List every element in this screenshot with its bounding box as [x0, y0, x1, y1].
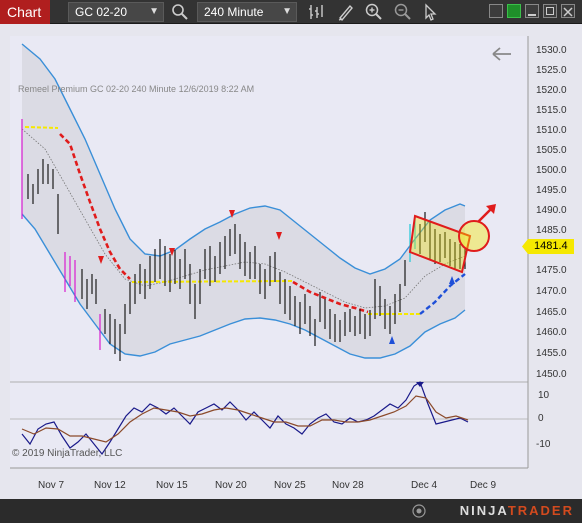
- brand-accent: TRADER: [507, 503, 574, 518]
- price-tick: 1490.0: [536, 205, 567, 216]
- price-tick: 1505.0: [536, 145, 567, 156]
- zoom-in-icon[interactable]: [364, 2, 384, 22]
- footer-bar: NINJATRADER: [0, 499, 582, 523]
- price-tick: 1510.0: [536, 125, 567, 136]
- price-tick: 1495.0: [536, 185, 567, 196]
- time-axis: Nov 7 Nov 12 Nov 15 Nov 20 Nov 25 Nov 28…: [0, 476, 528, 494]
- buy-arrow-icon: [449, 276, 455, 284]
- price-tick: 1465.0: [536, 307, 567, 318]
- sell-arrow-icon: [276, 232, 282, 240]
- sell-arrow-icon: [229, 210, 235, 218]
- oscillator-plot-area[interactable]: [10, 382, 528, 468]
- osc-tick: -10: [536, 439, 551, 450]
- upper-band-line: [21, 43, 466, 275]
- flat-line: [24, 126, 59, 129]
- breakout-circle: [458, 220, 490, 252]
- price-tick: 1515.0: [536, 105, 567, 116]
- oscillator-fast-line: [21, 381, 469, 456]
- price-tick: 1485.0: [536, 225, 567, 236]
- close-button[interactable]: [561, 4, 575, 18]
- price-tag-shape: [522, 239, 574, 254]
- chart-panel[interactable]: Remeel Premium GC 02-20 240 Minute 12/6/…: [0, 24, 582, 499]
- last-price-tag: 1481.4: [522, 239, 574, 254]
- minimize-button[interactable]: [525, 4, 539, 18]
- oscillator-slow-line: [21, 395, 469, 443]
- price-axis: 1530.0 1525.0 1520.0 1515.0 1510.0 1505.…: [522, 24, 582, 468]
- trend-line-down-2: [292, 280, 369, 314]
- interval-selector[interactable]: 240 Minute ▼: [197, 2, 297, 22]
- last-price-value: 1481.4: [534, 240, 568, 252]
- price-tick: 1525.0: [536, 65, 567, 76]
- chart-toolbar: Chart GC 02-20 ▼ 240 Minute ▼: [0, 0, 582, 24]
- drawing-tool-icon[interactable]: [336, 2, 356, 22]
- price-tick: 1460.0: [536, 327, 567, 338]
- band-fill: [22, 44, 465, 358]
- brand-wordmark: NINJATRADER: [460, 503, 574, 518]
- instrument-label: GC 02-20: [75, 5, 128, 19]
- breakout-arrow: [477, 207, 493, 223]
- window-menu-button[interactable]: [489, 4, 503, 18]
- price-tick: 1500.0: [536, 165, 567, 176]
- close-icon: [563, 7, 573, 17]
- chevron-down-icon: ▼: [149, 6, 159, 17]
- buy-arrow-icon: [389, 336, 395, 344]
- maximize-button[interactable]: [543, 4, 557, 18]
- link-button[interactable]: [507, 4, 521, 18]
- price-tick: 1470.0: [536, 286, 567, 297]
- lower-band-line: [21, 213, 466, 359]
- date-tick: Nov 15: [156, 480, 188, 491]
- price-tick: 1520.0: [536, 85, 567, 96]
- price-tick: 1530.0: [536, 45, 567, 56]
- zoom-out-icon[interactable]: [393, 2, 413, 22]
- date-tick: Nov 28: [332, 480, 364, 491]
- date-tick: Nov 20: [215, 480, 247, 491]
- sell-arrow-icon: [169, 248, 175, 256]
- brand-main: NINJA: [459, 503, 508, 518]
- bar-type-icon[interactable]: [306, 2, 326, 22]
- sell-signal-arrows: [98, 210, 282, 264]
- osc-tick: 0: [538, 413, 544, 424]
- date-tick: Dec 4: [411, 480, 438, 491]
- back-arrow-icon[interactable]: [490, 46, 514, 62]
- osc-tick: 10: [538, 390, 550, 401]
- ninjatrader-logo-icon: [412, 504, 426, 518]
- chevron-down-icon: ▼: [282, 6, 292, 17]
- trend-line-down: [59, 133, 131, 280]
- pointer-icon[interactable]: [420, 2, 440, 22]
- arrow-up-right-icon: [486, 204, 496, 214]
- date-tick: Nov 12: [94, 480, 126, 491]
- oscillator-marker: [416, 382, 424, 387]
- price-tick: 1475.0: [536, 265, 567, 276]
- interval-label: 240 Minute: [204, 5, 264, 19]
- chart-canvas[interactable]: [0, 24, 582, 499]
- buy-signal-arrows: [389, 276, 455, 344]
- search-icon[interactable]: [170, 2, 190, 22]
- date-tick: Nov 25: [274, 480, 306, 491]
- trend-line-up: [419, 273, 466, 315]
- price-tick: 1450.0: [536, 369, 567, 380]
- instrument-selector[interactable]: GC 02-20 ▼: [68, 2, 164, 22]
- price-tick: 1455.0: [536, 348, 567, 359]
- copyright-text: © 2019 NinjaTrader, LLC: [12, 448, 123, 459]
- sell-arrow-icon: [98, 256, 104, 264]
- chart-info-line: Remeel Premium GC 02-20 240 Minute 12/6/…: [18, 84, 255, 94]
- date-tick: Dec 9: [470, 480, 497, 491]
- date-tick: Nov 7: [38, 480, 65, 491]
- channel-highlight: [408, 214, 472, 274]
- chart-tab[interactable]: Chart: [0, 0, 50, 24]
